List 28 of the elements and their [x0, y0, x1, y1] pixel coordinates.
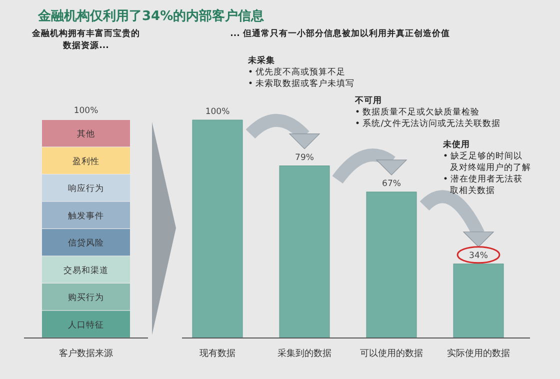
data-label: 100% — [205, 107, 230, 117]
bar — [366, 192, 417, 338]
x-tick-label: 可以使用的数据 — [360, 348, 423, 359]
x-tick-label: 实际使用的数据 — [447, 348, 510, 359]
bar — [279, 166, 330, 338]
category-label: 其他 — [77, 128, 95, 140]
chart-subtitle: ... 但通常只有一小部分信息被加以利用并真正创造价值 — [230, 28, 450, 39]
x-tick-label: 现有数据 — [200, 348, 236, 359]
bar — [192, 120, 243, 338]
data-label: 67% — [382, 178, 401, 189]
category-label: 交易和渠道 — [64, 264, 108, 276]
annotation: 未使用 • 缺乏足够的时间以及对终端用户的了解 • 潜在使用者无法获取相关数据 — [442, 139, 531, 196]
category-label: 人口特征 — [68, 319, 104, 330]
data-label: 79% — [295, 152, 314, 163]
category-label: 响应行为 — [68, 183, 104, 194]
text: 金融机构仅利用了34%的内部客户信息 — [37, 8, 266, 24]
x-tick-label: 采集到的数据 — [278, 348, 332, 359]
text: 未采集 • 优先度不高或预算不足 • 未索取数据或客户未填写 — [247, 55, 355, 89]
annotation: 不可用 • 数据质量不足或欠缺质量检验 • 系统/文件无法访问或无法关联数据 — [354, 95, 501, 129]
data-label: 34% — [469, 250, 488, 261]
text: 客户数据来源 — [59, 348, 113, 359]
bar — [453, 264, 504, 338]
text: 100% — [74, 106, 98, 116]
category-label: 触发事件 — [68, 210, 104, 222]
text: 金融机构拥有丰富而宝贵的数据资源... — [31, 28, 140, 51]
category-label: 信贷风险 — [68, 238, 104, 249]
category-label: 盈利性 — [72, 156, 100, 167]
category-label: 购买行为 — [68, 292, 104, 304]
